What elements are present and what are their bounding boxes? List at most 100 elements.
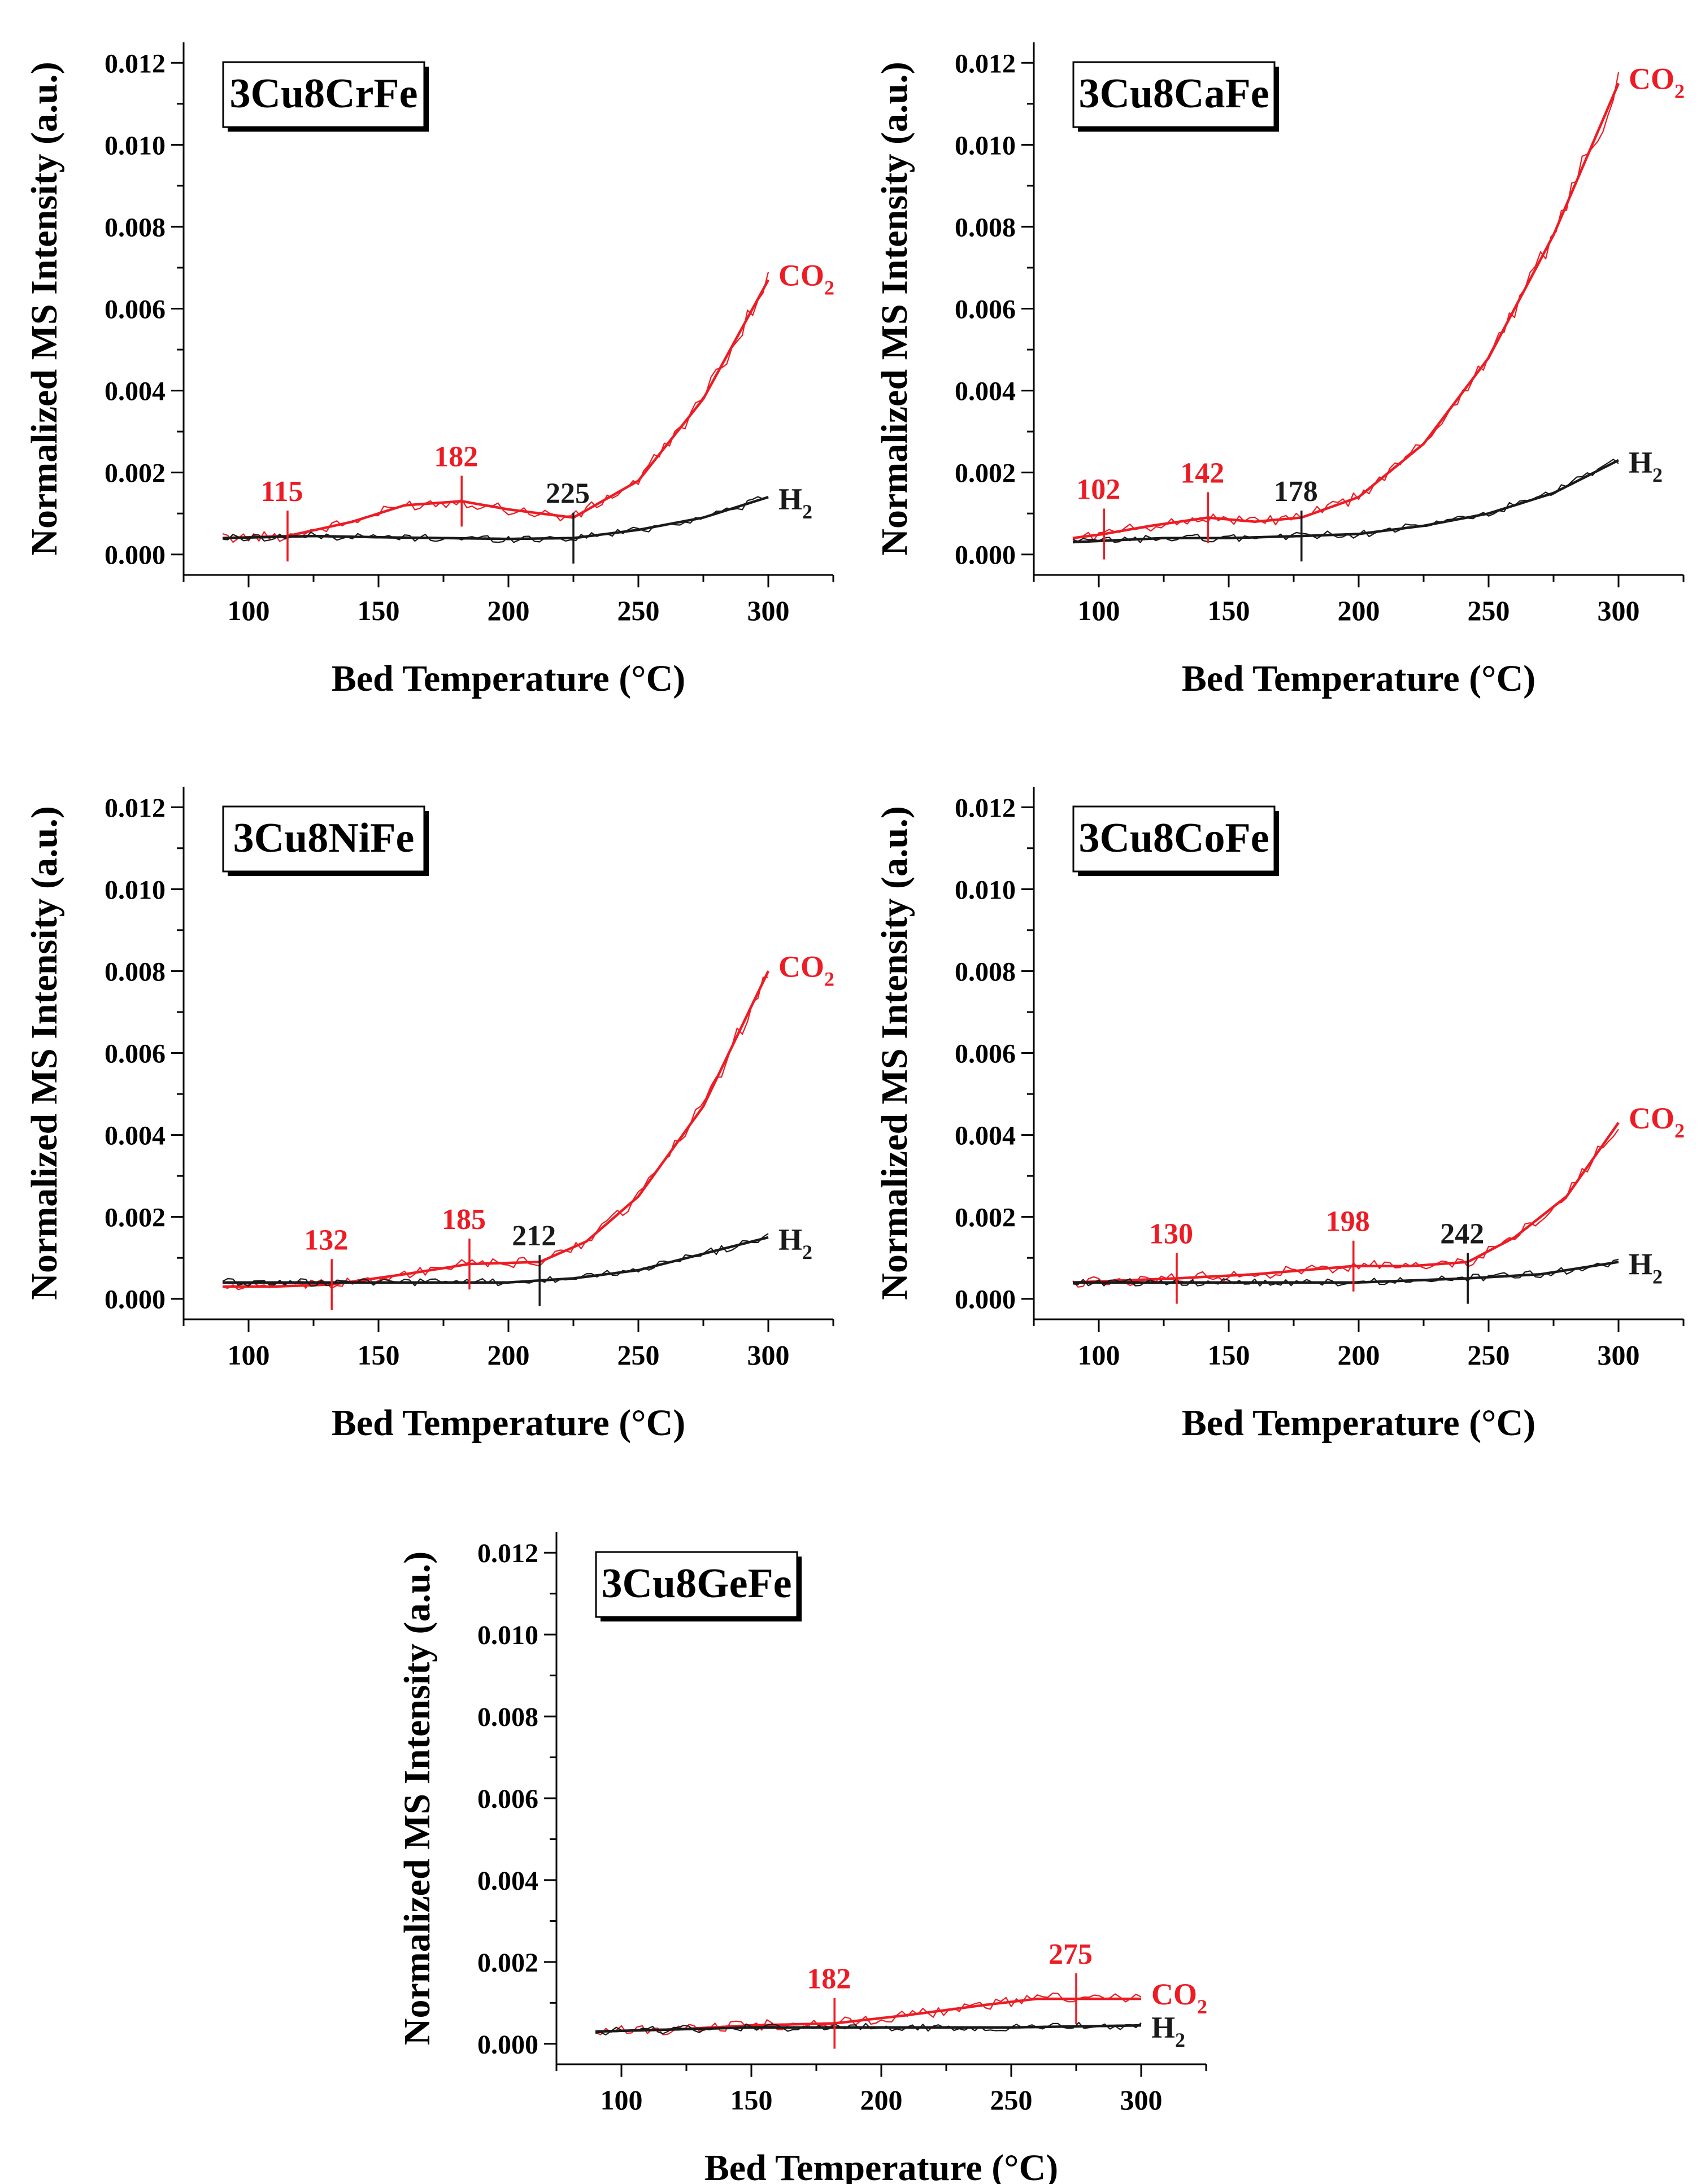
annotation-label: 182 (807, 1963, 851, 1995)
chart-title: 3Cu8CrFe (230, 71, 418, 117)
series-label-CO2: CO2 (778, 949, 834, 990)
y-tick-label: 0.012 (955, 49, 1016, 79)
chart-title-box: 3Cu8CoFe (1072, 805, 1279, 876)
chart-title-box: 3Cu8GeFe (595, 1551, 802, 1621)
x-tick-label: 100 (1078, 595, 1120, 626)
series-CO2-fit (1072, 82, 1620, 539)
y-tick-label: 0.006 (955, 1039, 1016, 1069)
x-tick-label: 100 (228, 1339, 270, 1371)
annotation-label: 198 (1326, 1206, 1370, 1238)
y-tick-label: 0.000 (477, 2030, 538, 2060)
y-tick-label: 0.006 (477, 1784, 538, 1814)
series-CO2-raw (222, 272, 769, 543)
series-H2-raw (222, 496, 769, 543)
y-tick-label: 0.002 (477, 1948, 538, 1978)
y-tick-label: 0.008 (105, 212, 166, 242)
y-tick-label: 0.010 (477, 1620, 538, 1650)
chart-title-box: 3Cu8CrFe (222, 61, 429, 132)
x-tick-label: 300 (747, 1339, 790, 1371)
series-label-CO2: CO2 (1629, 62, 1685, 103)
y-tick-label: 0.004 (955, 1121, 1016, 1151)
y-tick-label: 0.012 (955, 793, 1016, 823)
chart-title-box: 3Cu8NiFe (222, 805, 429, 876)
title-box-frame (1072, 61, 1276, 128)
x-tick-label: 200 (1338, 1339, 1380, 1371)
y-tick-label: 0.008 (955, 212, 1016, 242)
y-tick-label: 0.010 (105, 130, 166, 160)
annotation-label: 132 (304, 1224, 348, 1256)
x-tick-label: 200 (488, 1339, 530, 1371)
x-tick-label: 150 (730, 2084, 773, 2116)
chart-panel-3Cu8CrFe: 0.000 0.002 0.004 0.006 0.008 0.010 0.012 100 15… (24, 42, 834, 699)
x-tick-label: 100 (601, 2084, 643, 2116)
annotation-label: 185 (442, 1204, 486, 1236)
chart-title: 3Cu8CoFe (1078, 815, 1269, 861)
y-axis-title: Normalized MS Intensity (a.u.) (24, 62, 65, 555)
series-H2-fit (1073, 1261, 1619, 1284)
annotation-label: 275 (1049, 1938, 1093, 1971)
x-tick-label: 250 (1468, 1339, 1510, 1371)
x-tick-label: 100 (1078, 1339, 1120, 1371)
y-tick-label: 0.004 (955, 377, 1016, 407)
chart-title: 3Cu8CaFe (1078, 71, 1269, 117)
chart-panel-3Cu8NiFe: 0.000 0.002 0.004 0.006 0.008 0.010 0.012 100 15… (24, 787, 834, 1444)
annotation-label: 130 (1149, 1218, 1193, 1250)
title-box-frame (595, 1551, 798, 1618)
annotation-label: 242 (1440, 1218, 1484, 1250)
annotation-label: 102 (1076, 473, 1120, 505)
chart-panel-3Cu8GeFe: 0.000 0.002 0.004 0.006 0.008 0.010 0.012 100 15… (397, 1532, 1207, 2184)
annotation-label: 142 (1180, 457, 1224, 489)
y-tick-label: 0.002 (105, 459, 166, 489)
x-axis-title: Bed Temperature (°C) (332, 1402, 685, 1444)
chart-panel-3Cu8CaFe: 0.000 0.002 0.004 0.006 0.008 0.010 0.012 100 15… (874, 42, 1685, 699)
series-label-H2: H2 (778, 482, 812, 523)
series-CO2-fit (222, 279, 769, 539)
x-tick-label: 250 (990, 2084, 1033, 2116)
x-tick-label: 150 (358, 595, 400, 626)
x-tick-label: 300 (1120, 2084, 1163, 2116)
series-label-CO2: CO2 (1151, 1977, 1207, 2018)
annotation-label: 182 (434, 441, 478, 473)
x-tick-label: 150 (1208, 1339, 1250, 1371)
y-tick-label: 0.012 (477, 1538, 538, 1568)
y-axis-title: Normalized MS Intensity (a.u.) (874, 806, 915, 1300)
x-tick-label: 300 (1598, 595, 1640, 626)
x-tick-label: 150 (358, 1339, 400, 1371)
y-tick-label: 0.006 (105, 1039, 166, 1069)
annotation-label: 212 (512, 1220, 556, 1252)
y-tick-label: 0.006 (105, 295, 166, 325)
series-label-H2: H2 (778, 1223, 812, 1263)
y-tick-label: 0.000 (105, 540, 166, 570)
x-axis-title: Bed Temperature (°C) (332, 658, 685, 699)
title-box-frame (222, 805, 425, 873)
series-H2-fit (595, 2024, 1141, 2033)
x-tick-label: 250 (617, 1339, 660, 1371)
y-tick-label: 0.000 (105, 1285, 166, 1315)
x-tick-label: 300 (747, 595, 790, 626)
series-H2-fit (1072, 459, 1620, 544)
y-tick-label: 0.008 (955, 957, 1016, 987)
y-tick-label: 0.010 (105, 875, 166, 905)
series-H2-fit (222, 496, 769, 540)
y-tick-label: 0.006 (955, 295, 1016, 325)
y-tick-label: 0.004 (105, 1121, 166, 1151)
y-tick-label: 0.012 (105, 49, 166, 79)
series-label-H2: H2 (1629, 1247, 1663, 1288)
title-box-frame (222, 61, 425, 128)
series-label-CO2: CO2 (1629, 1101, 1685, 1142)
chart-title: 3Cu8GeFe (601, 1560, 791, 1607)
series-H2-fit (223, 1236, 769, 1284)
series-label-CO2: CO2 (778, 259, 834, 299)
y-tick-label: 0.008 (477, 1702, 538, 1732)
x-axis-title: Bed Temperature (°C) (1182, 1402, 1535, 1444)
series-CO2-fit (223, 970, 770, 1288)
y-tick-label: 0.012 (105, 793, 166, 823)
annotation-label: 225 (546, 478, 590, 510)
y-tick-label: 0.000 (955, 1285, 1016, 1315)
x-tick-label: 250 (1468, 595, 1510, 626)
y-tick-label: 0.004 (105, 377, 166, 407)
x-tick-label: 250 (617, 595, 660, 626)
chart-title-box: 3Cu8CaFe (1072, 61, 1279, 132)
series-CO2-fit (1072, 1122, 1620, 1284)
